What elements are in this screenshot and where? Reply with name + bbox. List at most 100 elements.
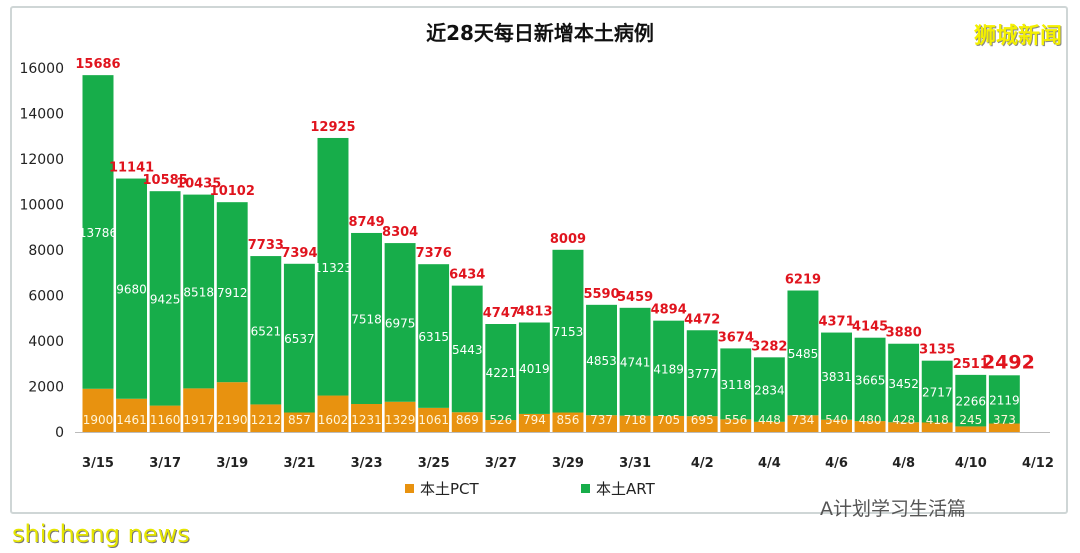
label-art: 4019: [519, 362, 550, 376]
label-art: 3665: [855, 373, 886, 387]
bar-art-4/4: [753, 357, 785, 422]
label-pct: 1461: [116, 413, 147, 427]
bar-art-3/22: [317, 137, 349, 396]
bar-pct-4/3: [720, 419, 752, 432]
y-tick-label: 8000: [28, 243, 64, 259]
label-art: 2834: [754, 384, 785, 398]
label-pct: 480: [859, 413, 882, 427]
x-tick-label: 4/12: [1022, 456, 1054, 471]
label-pct: 695: [691, 413, 714, 427]
bar-pct-4/8: [888, 422, 920, 432]
bar-pct-4/4: [753, 421, 785, 432]
bar-art-3/21: [283, 263, 315, 413]
bar-pct-4/2: [686, 416, 718, 432]
label-art: 6975: [385, 316, 416, 330]
label-total: 11141: [109, 161, 154, 176]
label-total: 4145: [852, 320, 888, 335]
label-total: 10102: [210, 184, 255, 199]
label-art: 7912: [217, 286, 248, 300]
label-pct: 540: [825, 413, 848, 427]
label-pct: 705: [657, 413, 680, 427]
legend: 本土PCT 本土ART: [405, 480, 656, 498]
label-pct: 526: [489, 413, 512, 427]
label-total: 5590: [583, 287, 619, 302]
label-pct: 2190: [217, 413, 248, 427]
watermark-bottom-right: A计划学习生活篇: [820, 498, 966, 520]
label-art: 6315: [418, 330, 449, 344]
bar-art-3/17: [149, 191, 181, 406]
label-total: 4472: [684, 312, 720, 327]
bar-art-4/11: [988, 375, 1020, 424]
x-tick-label: 3/15: [82, 456, 114, 471]
legend-label-art: 本土ART: [596, 480, 656, 498]
bar-art-4/7: [854, 337, 886, 422]
bar-art-4/3: [720, 348, 752, 420]
legend-swatch-pct: [405, 484, 414, 493]
bar-art-3/18: [183, 194, 215, 389]
label-art: 4741: [620, 356, 651, 370]
label-pct: 1061: [418, 413, 449, 427]
bar-pct-3/17: [149, 405, 181, 432]
bar-pct-4/6: [821, 419, 853, 432]
label-pct: 1231: [351, 413, 382, 427]
bar-pct-4/10: [955, 426, 987, 432]
bar-art-3/15: [82, 75, 114, 389]
label-total: 10435: [176, 177, 221, 192]
label-total: 4894: [651, 303, 687, 318]
label-art: 4189: [653, 362, 684, 376]
label-pct: 373: [993, 413, 1016, 427]
x-tick-label: 4/8: [892, 456, 915, 471]
label-total: 8749: [348, 215, 384, 230]
bar-art-4/1: [653, 320, 685, 416]
label-total: 6434: [449, 268, 485, 283]
label-total: 8304: [382, 225, 418, 240]
bar-art-3/23: [351, 232, 383, 404]
label-pct: 718: [624, 413, 647, 427]
bar-pct-4/11: [988, 423, 1020, 432]
label-total: 7376: [416, 246, 452, 261]
label-total: 15686: [75, 57, 120, 72]
label-pct: 448: [758, 413, 781, 427]
bar-art-3/20: [250, 256, 282, 405]
label-art: 3831: [821, 370, 852, 384]
label-art: 3118: [721, 378, 752, 392]
label-pct: 1212: [251, 413, 282, 427]
bar-pct-4/1: [653, 415, 685, 432]
label-art: 6521: [251, 324, 282, 338]
watermark-top-right: 狮城新闻: [973, 24, 1062, 49]
label-art: 2717: [922, 386, 953, 400]
bar-pct-3/21: [283, 412, 315, 432]
label-total: 4813: [516, 305, 552, 320]
x-tick-label: 4/10: [955, 456, 987, 471]
bar-art-4/8: [888, 343, 920, 423]
legend-swatch-art: [581, 484, 590, 493]
label-art: 4221: [486, 366, 517, 380]
bar-pct-3/23: [351, 403, 383, 432]
bar-pct-3/18: [183, 388, 215, 432]
label-pct: 737: [590, 413, 613, 427]
x-tick-label: 3/19: [216, 456, 248, 471]
label-art: 6537: [284, 332, 315, 346]
bar-pct-3/15: [82, 388, 114, 432]
label-pct: 418: [926, 413, 949, 427]
label-art: 7153: [553, 325, 584, 339]
label-total: 4747: [483, 306, 519, 321]
x-tick-label: 3/25: [418, 456, 450, 471]
label-total: 7733: [248, 238, 284, 253]
bar-art-3/29: [552, 249, 584, 413]
bar-art-3/19: [216, 202, 248, 383]
bar-pct-3/20: [250, 404, 282, 432]
legend-label-pct: 本土PCT: [420, 480, 480, 498]
bar-pct-3/28: [518, 413, 550, 432]
label-total: 3135: [919, 343, 955, 358]
x-tick-label: 3/31: [619, 456, 651, 471]
bar-pct-4/9: [921, 422, 953, 432]
label-total: 7394: [281, 246, 317, 261]
bar-art-3/27: [485, 324, 517, 421]
chart-frame: [10, 6, 1068, 514]
bar-art-3/16: [116, 178, 148, 399]
label-pct: 734: [792, 413, 815, 427]
label-art: 7518: [351, 312, 382, 326]
label-pct: 1160: [150, 413, 181, 427]
bar-pct-4/7: [854, 421, 886, 432]
